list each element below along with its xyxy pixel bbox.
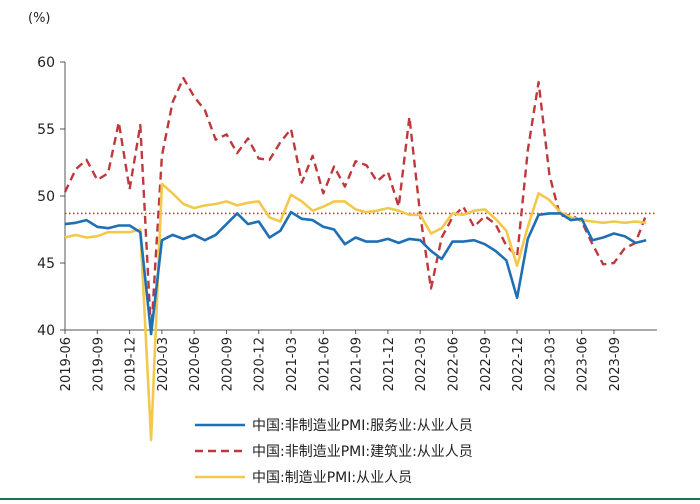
series-line-services-employment [64, 210, 647, 336]
x-tick-label: 2019-09 [91, 337, 106, 391]
x-tick-label: 2021-12 [382, 337, 397, 391]
x-tick-label: 2022-09 [479, 337, 494, 391]
x-tick-label: 2022-03 [414, 337, 429, 391]
x-tick-label: 2020-12 [253, 337, 268, 391]
legend-label: 中国:非制造业PMI:建筑业:从业人员 [252, 444, 473, 460]
legend-label: 中国:非制造业PMI:服务业:从业人员 [252, 418, 473, 434]
axes: 40 45 50 55 60 2019-06 2019-09 2019-12 2020-03 20… [37, 55, 657, 391]
x-tick-label: 2021-09 [350, 337, 365, 391]
x-tick-label: 2020-09 [220, 337, 235, 391]
series-line-construction-employment [63, 76, 648, 336]
series-line-manufacturing-employment [64, 182, 647, 442]
x-tick-label: 2022-06 [446, 337, 461, 391]
footer-divider [0, 498, 700, 500]
x-tick-label: 2023-03 [543, 337, 558, 391]
legend: 中国:非制造业PMI:服务业:从业人员中国:非制造业PMI:建筑业:从业人员中国… [195, 418, 473, 486]
legend-label: 中国:制造业PMI:从业人员 [252, 470, 412, 486]
y-tick-label: 45 [37, 256, 55, 272]
y-axis-unit-label: (%) [28, 11, 51, 26]
x-tick-label: 2020-03 [156, 337, 171, 391]
y-tick-label: 50 [37, 189, 55, 205]
y-tick-label: 40 [37, 323, 55, 339]
x-tick-label: 2022-12 [511, 337, 526, 391]
x-tick-label: 2019-06 [59, 337, 74, 391]
y-tick-label: 60 [37, 55, 55, 71]
x-tick-label: 2019-12 [124, 337, 139, 391]
x-tick-label: 2020-06 [188, 337, 203, 391]
x-tick-label: 2021-06 [317, 337, 332, 391]
x-tick-label: 2023-09 [608, 337, 623, 391]
series-layer [63, 76, 648, 442]
y-tick-label: 55 [37, 122, 55, 138]
x-tick-label: 2021-03 [285, 337, 300, 391]
x-tick-label: 2023-06 [576, 337, 591, 391]
